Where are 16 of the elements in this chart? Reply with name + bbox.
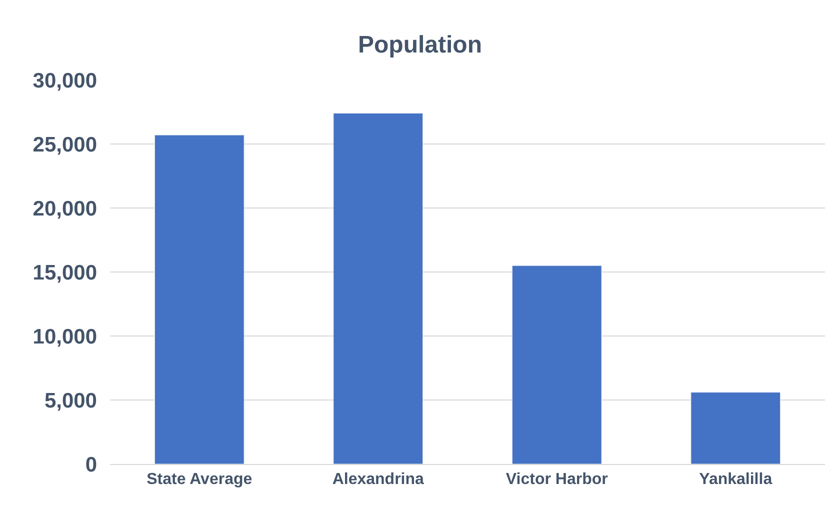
bar [690,392,781,464]
x-tick-label: Yankalilla [699,471,772,488]
bar [333,113,424,464]
x-tick-label: Alexandrina [332,471,424,488]
x-tick-label: Victor Harbor [506,471,608,488]
y-tick-label: 5,000 [44,389,97,412]
y-tick-label: 30,000 [32,69,97,92]
chart-title: Population [358,31,482,58]
y-tick-label: 20,000 [32,197,97,220]
y-tick-label: 25,000 [32,133,97,156]
bar [512,265,602,464]
y-tick-label: 10,000 [32,325,97,348]
y-tick-label: 0 [85,453,97,476]
x-tick-label: State Average [146,471,252,488]
bar [154,134,244,464]
y-tick-label: 15,000 [32,261,97,284]
